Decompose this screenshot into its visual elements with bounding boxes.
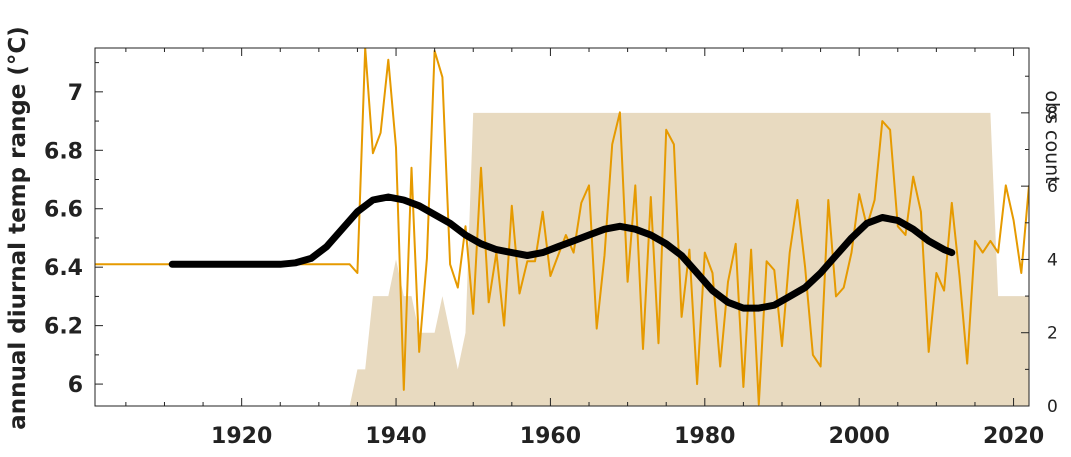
smoothed-series-line [168, 193, 956, 312]
y-axis-label-left: annual diurnal temp range (°C) [5, 26, 31, 430]
y-tick-label-left: 6.4 [44, 256, 83, 281]
y-tick-label-right: 0 [1047, 397, 1058, 417]
y-tick-label-left: 6.6 [44, 198, 83, 223]
y-tick-label-left: 6 [68, 373, 83, 398]
axis-ticks-layer [95, 48, 1029, 407]
y-tick-label-left: 6.8 [44, 139, 83, 164]
x-tick-label: 1940 [365, 424, 426, 449]
y-tick-label-left: 6.2 [44, 315, 83, 340]
y-tick-label-right: 6 [1047, 177, 1058, 197]
x-tick-label: 2000 [829, 424, 890, 449]
x-tick-label: 1980 [674, 424, 735, 449]
y-tick-label-right: 2 [1047, 324, 1058, 344]
plot-frame [94, 47, 1030, 407]
y-tick-label-left: 7 [68, 81, 83, 106]
x-tick-label: 1920 [211, 424, 272, 449]
y-tick-label-right: 4 [1047, 250, 1058, 270]
x-tick-label: 1960 [520, 424, 581, 449]
x-tick-label: 2020 [983, 424, 1044, 449]
y-tick-label-right: 8 [1047, 104, 1058, 124]
axis-labels-layer: 1920 1940 1960 1980 2000 2020 6 6.2 6.4 6.6 6.8 7 0 2… [44, 81, 1058, 449]
y-axis-label-right: obs count [1041, 90, 1063, 183]
smoothed-series-layer [168, 193, 956, 312]
